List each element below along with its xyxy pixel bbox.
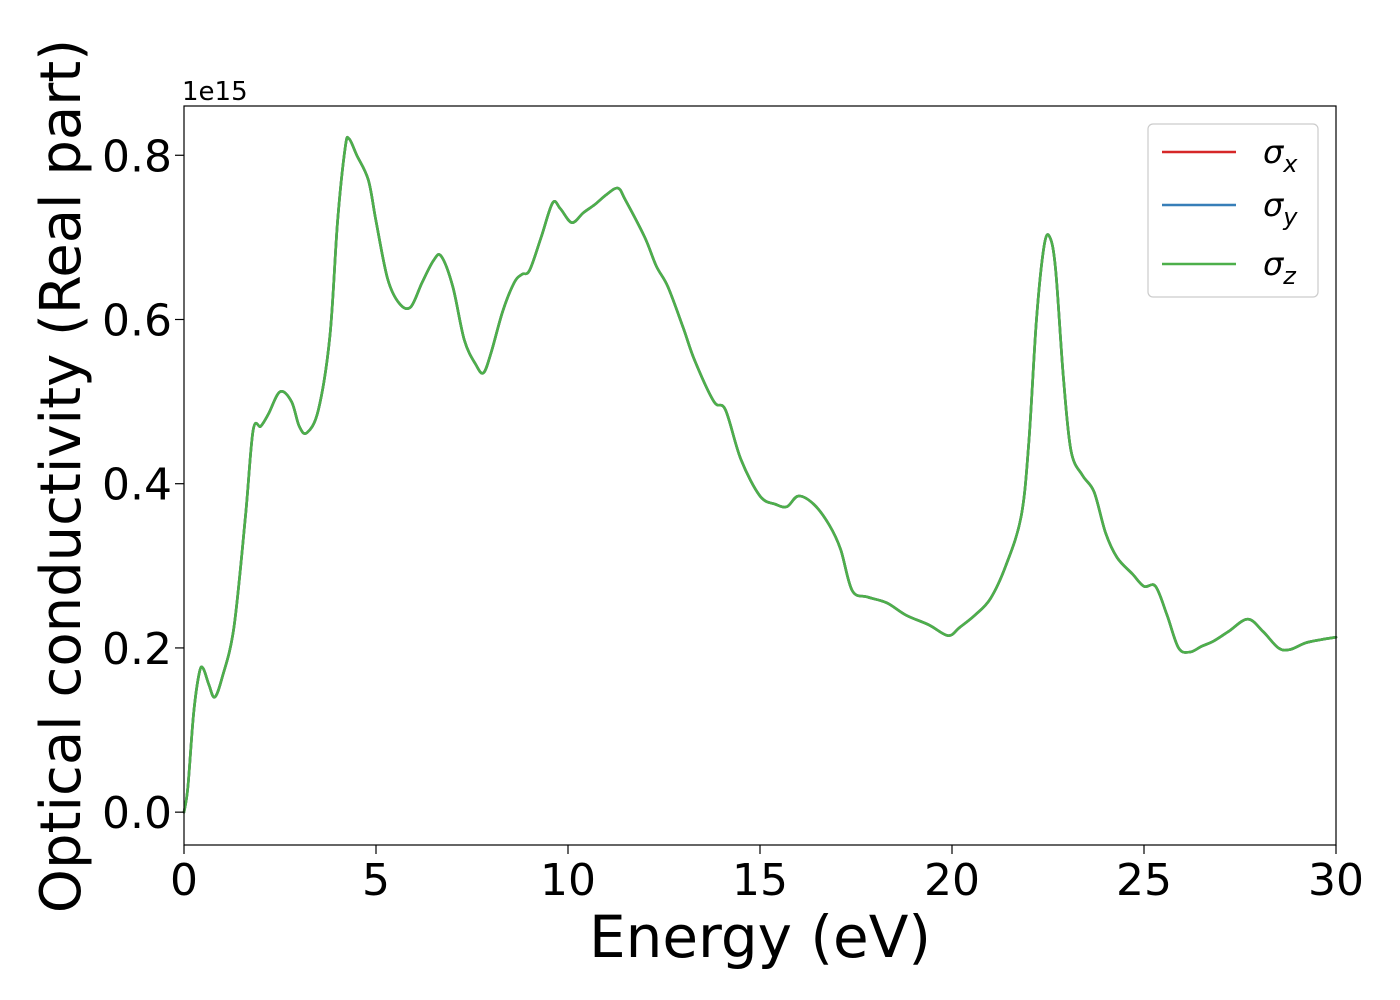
legend-label-x: σx — [1263, 133, 1298, 178]
x-tick-label: 10 — [540, 855, 596, 906]
legend-box — [1147, 123, 1319, 298]
x-tick-label: 25 — [1116, 855, 1172, 906]
y-axis-ticks: 0.0 0.2 0.4 0.6 0.8 — [102, 131, 184, 839]
y-tick-label: 0.2 — [102, 624, 172, 675]
x-tick-label: 15 — [732, 855, 788, 906]
y-tick-label: 0.8 — [102, 131, 172, 182]
x-tick-label: 30 — [1308, 855, 1364, 906]
y-tick-label: 0.6 — [102, 295, 172, 346]
x-tick-label: 20 — [924, 855, 980, 906]
y-offset-label: 1e15 — [182, 77, 248, 107]
x-axis-ticks: 0 5 10 15 20 25 30 — [170, 845, 1364, 906]
y-tick-label: 0.4 — [102, 460, 172, 511]
y-axis-label: Optical conductivity (Real part) — [29, 39, 94, 913]
x-axis-label: Energy (eV) — [589, 903, 931, 971]
series-lines — [182, 135, 1338, 814]
y-tick-label: 0.0 — [102, 788, 172, 839]
x-tick-label: 5 — [362, 855, 390, 906]
series-line-z — [182, 135, 1338, 814]
legend-label-y: σy — [1263, 186, 1298, 231]
x-tick-label: 0 — [170, 855, 198, 906]
